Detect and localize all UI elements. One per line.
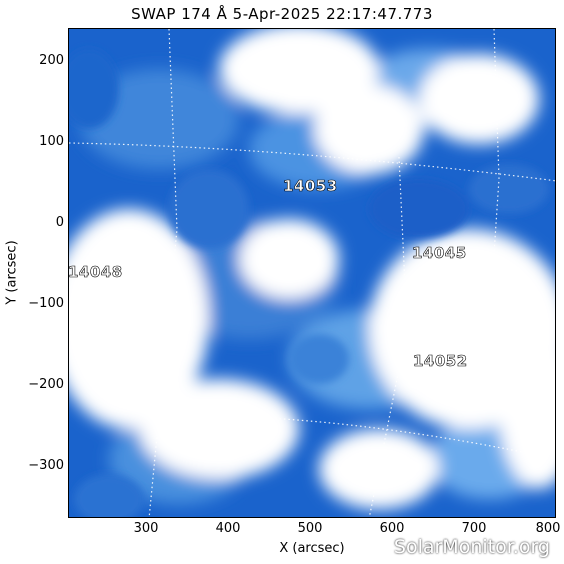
image-title: SWAP 174 Å 5-Apr-2025 22:17:47.773 xyxy=(131,5,433,23)
y-tick-label: 200 xyxy=(39,53,64,68)
y-axis-label: Y (arcsec) xyxy=(4,240,20,305)
watermark-logo: SolarMonitor.org xyxy=(393,536,550,558)
active-region-label: 14052 xyxy=(413,352,468,371)
x-tick-label: 500 xyxy=(297,521,323,536)
x-tick-label: 400 xyxy=(215,521,241,536)
active-region-label: 14045 xyxy=(412,244,467,263)
solar-image xyxy=(69,29,555,517)
y-tick-label: −200 xyxy=(28,377,64,392)
active-region-label: 14053 xyxy=(283,177,338,196)
active-region-label: 14048 xyxy=(68,263,123,282)
y-tick-label: 100 xyxy=(39,134,64,149)
y-tick-label: −300 xyxy=(28,458,64,473)
solar-image-plot xyxy=(68,28,556,518)
y-tick-label: −100 xyxy=(28,296,64,311)
x-tick-label: 300 xyxy=(133,521,159,536)
x-tick-label: 700 xyxy=(461,521,487,536)
x-tick-label: 800 xyxy=(535,521,561,536)
y-tick-label: 0 xyxy=(55,215,64,230)
x-axis-label: X (arcsec) xyxy=(279,541,345,556)
x-tick-label: 600 xyxy=(379,521,405,536)
